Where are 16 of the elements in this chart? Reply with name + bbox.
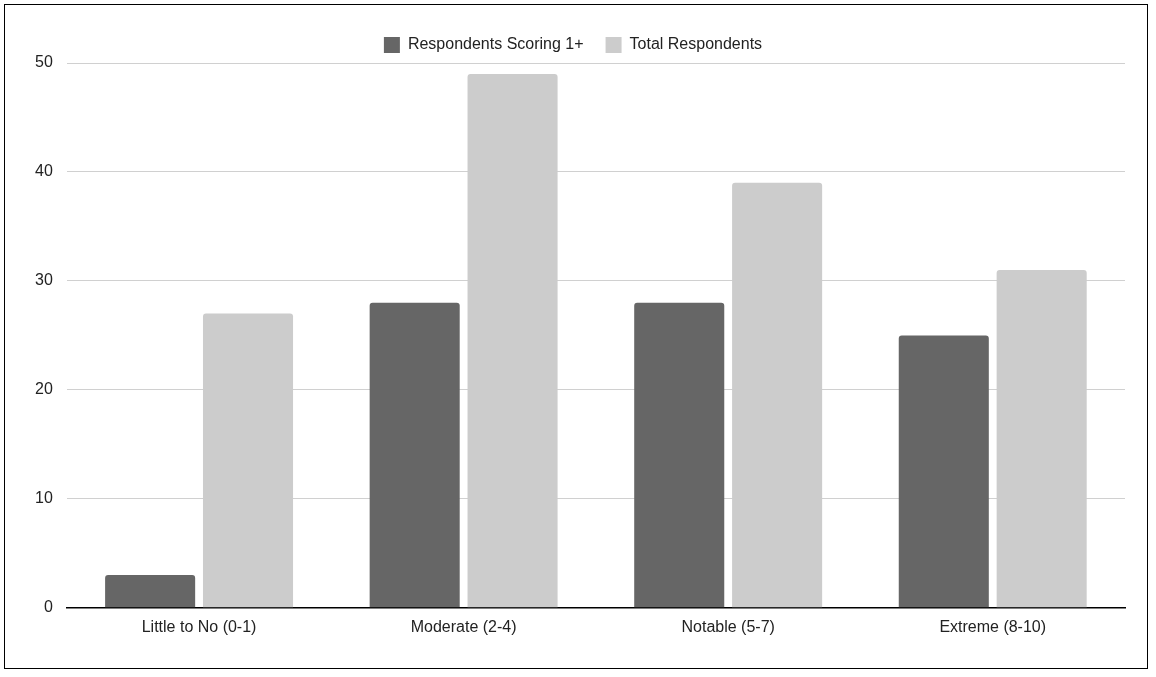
y-tick-label: 10 — [35, 489, 53, 507]
x-tick-label: Extreme (8-10) — [939, 617, 1047, 635]
bar — [634, 302, 725, 608]
bar — [105, 575, 196, 608]
legend-label: Respondents Scoring 1+ — [407, 35, 584, 53]
bar — [369, 302, 460, 608]
y-tick-label: 50 — [35, 53, 53, 71]
x-tick-label: Notable (5-7) — [681, 617, 775, 635]
y-tick-label: 30 — [35, 271, 53, 289]
legend-label: Total Respondents — [629, 35, 763, 53]
y-tick-label: 0 — [43, 598, 53, 616]
bar — [898, 335, 989, 608]
y-tick-label: 20 — [35, 380, 53, 398]
y-tick-label: 40 — [35, 162, 53, 180]
x-tick-label: Little to No (0-1) — [141, 617, 257, 635]
x-tick-label: Moderate (2-4) — [410, 617, 517, 635]
